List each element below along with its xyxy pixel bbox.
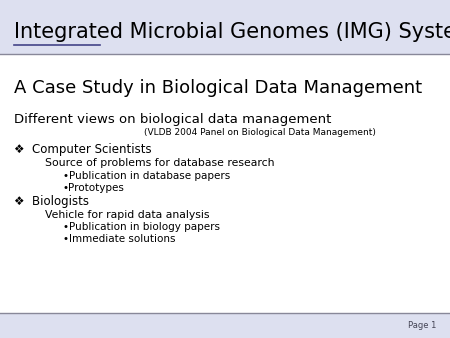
Text: A Case Study in Biological Data Management: A Case Study in Biological Data Manageme…	[14, 79, 422, 97]
Text: Vehicle for rapid data analysis: Vehicle for rapid data analysis	[45, 210, 210, 220]
Text: •Publication in database papers: •Publication in database papers	[63, 171, 230, 181]
Text: Integrated Microbial Genomes (IMG) System: Integrated Microbial Genomes (IMG) Syste…	[14, 22, 450, 42]
Text: •Immediate solutions: •Immediate solutions	[63, 234, 176, 244]
Text: Source of problems for database research: Source of problems for database research	[45, 158, 274, 168]
Text: (VLDB 2004 Panel on Biological Data Management): (VLDB 2004 Panel on Biological Data Mana…	[144, 128, 376, 137]
Text: ❖  Computer Scientists: ❖ Computer Scientists	[14, 143, 151, 156]
Text: •Prototypes: •Prototypes	[63, 183, 125, 193]
Text: Page 1: Page 1	[408, 321, 436, 330]
FancyBboxPatch shape	[0, 313, 450, 338]
Text: •Publication in biology papers: •Publication in biology papers	[63, 222, 220, 233]
FancyBboxPatch shape	[0, 0, 450, 54]
Text: ❖  Biologists: ❖ Biologists	[14, 195, 89, 208]
Text: Different views on biological data management: Different views on biological data manag…	[14, 114, 331, 126]
